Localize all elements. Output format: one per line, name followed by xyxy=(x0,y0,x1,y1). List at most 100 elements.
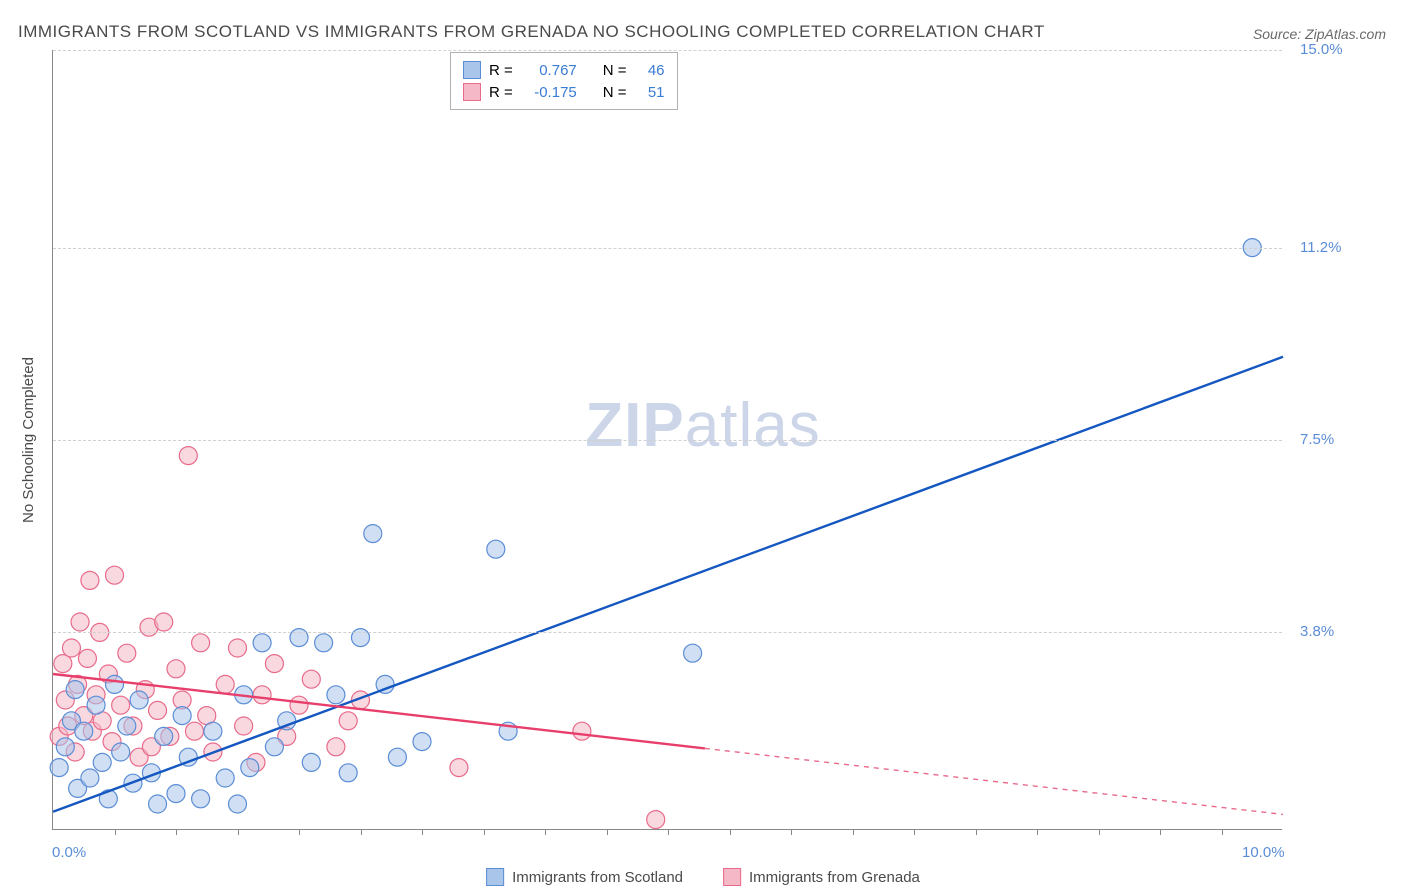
x-tick-mark xyxy=(730,829,731,835)
data-point xyxy=(487,540,505,558)
data-point xyxy=(118,717,136,735)
data-point xyxy=(87,696,105,714)
swatch-scotland-bottom xyxy=(486,868,504,886)
y-tick-label: 11.2% xyxy=(1300,239,1341,256)
regression-line-dashed xyxy=(705,748,1283,814)
legend-row-grenada: R = -0.175 N = 51 xyxy=(463,81,665,103)
data-point xyxy=(149,795,167,813)
source-attribution: Source: ZipAtlas.com xyxy=(1253,26,1386,42)
y-tick-label: 7.5% xyxy=(1300,431,1334,448)
data-point xyxy=(106,675,124,693)
x-tick-mark xyxy=(1160,829,1161,835)
data-point xyxy=(155,613,173,631)
data-point xyxy=(327,738,345,756)
data-point xyxy=(229,795,247,813)
data-point xyxy=(315,634,333,652)
data-point xyxy=(647,811,665,829)
gridline xyxy=(53,440,1282,441)
gridline xyxy=(53,248,1282,249)
data-point xyxy=(93,753,111,771)
legend-item-scotland: Immigrants from Scotland xyxy=(486,868,683,886)
data-point xyxy=(364,525,382,543)
data-point xyxy=(241,759,259,777)
data-point xyxy=(339,712,357,730)
data-point xyxy=(290,696,308,714)
x-tick-mark xyxy=(976,829,977,835)
data-point xyxy=(253,634,271,652)
data-point xyxy=(229,639,247,657)
data-point xyxy=(684,644,702,662)
data-point xyxy=(327,686,345,704)
chart-title: IMMIGRANTS FROM SCOTLAND VS IMMIGRANTS F… xyxy=(18,22,1045,42)
data-point xyxy=(179,447,197,465)
x-tick-mark xyxy=(1037,829,1038,835)
x-tick-mark xyxy=(545,829,546,835)
data-point xyxy=(173,707,191,725)
data-point xyxy=(339,764,357,782)
data-point xyxy=(216,675,234,693)
swatch-grenada xyxy=(463,83,481,101)
data-point xyxy=(56,738,74,756)
data-point xyxy=(185,722,203,740)
x-tick-mark xyxy=(607,829,608,835)
chart-plot-area xyxy=(52,50,1282,830)
data-point xyxy=(450,759,468,777)
data-point xyxy=(130,691,148,709)
n-label: N = xyxy=(603,84,627,101)
x-tick-mark xyxy=(1222,829,1223,835)
data-point xyxy=(78,649,96,667)
correlation-legend: R = 0.767 N = 46 R = -0.175 N = 51 xyxy=(450,52,678,110)
x-tick-mark xyxy=(361,829,362,835)
x-tick-mark xyxy=(853,829,854,835)
x-tick-mark xyxy=(914,829,915,835)
x-tick-mark xyxy=(422,829,423,835)
data-point xyxy=(204,722,222,740)
data-point xyxy=(253,686,271,704)
data-point xyxy=(81,571,99,589)
n-value-grenada: 51 xyxy=(635,84,665,101)
x-tick-mark xyxy=(791,829,792,835)
n-label: N = xyxy=(603,62,627,79)
data-point xyxy=(302,753,320,771)
data-point xyxy=(167,660,185,678)
r-value-scotland: 0.767 xyxy=(521,62,577,79)
data-point xyxy=(388,748,406,766)
r-value-grenada: -0.175 xyxy=(521,84,577,101)
y-axis-label: No Schooling Completed xyxy=(20,357,37,523)
data-point xyxy=(62,639,80,657)
n-value-scotland: 46 xyxy=(635,62,665,79)
y-tick-label: 15.0% xyxy=(1300,41,1343,58)
swatch-scotland xyxy=(463,61,481,79)
data-point xyxy=(167,785,185,803)
data-point xyxy=(75,722,93,740)
legend-label-grenada: Immigrants from Grenada xyxy=(749,869,920,886)
y-tick-label: 3.8% xyxy=(1300,623,1334,640)
data-point xyxy=(192,634,210,652)
data-point xyxy=(66,681,84,699)
legend-item-grenada: Immigrants from Grenada xyxy=(723,868,920,886)
data-point xyxy=(155,727,173,745)
data-point xyxy=(302,670,320,688)
gridline xyxy=(53,50,1282,51)
data-point xyxy=(81,769,99,787)
data-point xyxy=(192,790,210,808)
data-point xyxy=(290,629,308,647)
data-point xyxy=(265,655,283,673)
r-label: R = xyxy=(489,84,513,101)
data-point xyxy=(112,743,130,761)
x-tick-label: 10.0% xyxy=(1242,844,1285,861)
x-tick-mark xyxy=(299,829,300,835)
legend-row-scotland: R = 0.767 N = 46 xyxy=(463,59,665,81)
data-point xyxy=(112,696,130,714)
x-tick-label: 0.0% xyxy=(52,844,86,861)
data-point xyxy=(50,759,68,777)
x-tick-mark xyxy=(176,829,177,835)
r-label: R = xyxy=(489,62,513,79)
data-point xyxy=(235,717,253,735)
data-point xyxy=(413,733,431,751)
gridline xyxy=(53,632,1282,633)
series-legend: Immigrants from Scotland Immigrants from… xyxy=(486,868,920,886)
x-tick-mark xyxy=(668,829,669,835)
data-point xyxy=(149,701,167,719)
x-tick-mark xyxy=(115,829,116,835)
